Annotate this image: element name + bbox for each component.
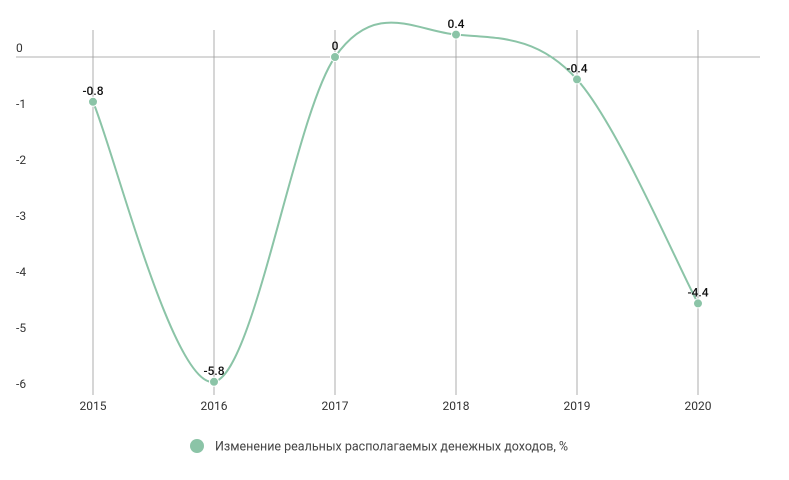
point [572,74,582,85]
point [330,52,340,62]
point [451,29,461,40]
y-tick-label: 0 [16,41,23,55]
point [88,96,98,107]
legend-marker [190,439,204,453]
value-label: -4.4 [687,286,708,300]
x-tick-label: 2020 [685,399,712,413]
x-tick-label: 2018 [443,399,470,413]
value-label: 0 [332,39,339,53]
y-tick-label: -5 [16,321,26,335]
line [92,21,699,383]
x-tick-label: 2016 [201,399,228,413]
y-tick-label: -3 [16,209,26,223]
value-label: -0.8 [82,84,103,98]
value-label: -5.8 [203,364,224,378]
value-label: 0.4 [448,17,465,31]
legend-label: Изменение реальных располагаемых денежны… [215,439,568,454]
x-tick-label: 2017 [322,399,349,413]
x-tick-label: 2019 [564,399,591,413]
point [209,376,219,387]
value-label: -0.4 [566,62,587,76]
y-tick-label: -2 [16,153,26,167]
y-tick-label: -4 [16,265,26,279]
y-tick-label: -6 [16,377,26,391]
x-tick-label: 2015 [80,399,107,413]
y-tick-label: -1 [16,97,26,111]
point [693,298,703,309]
